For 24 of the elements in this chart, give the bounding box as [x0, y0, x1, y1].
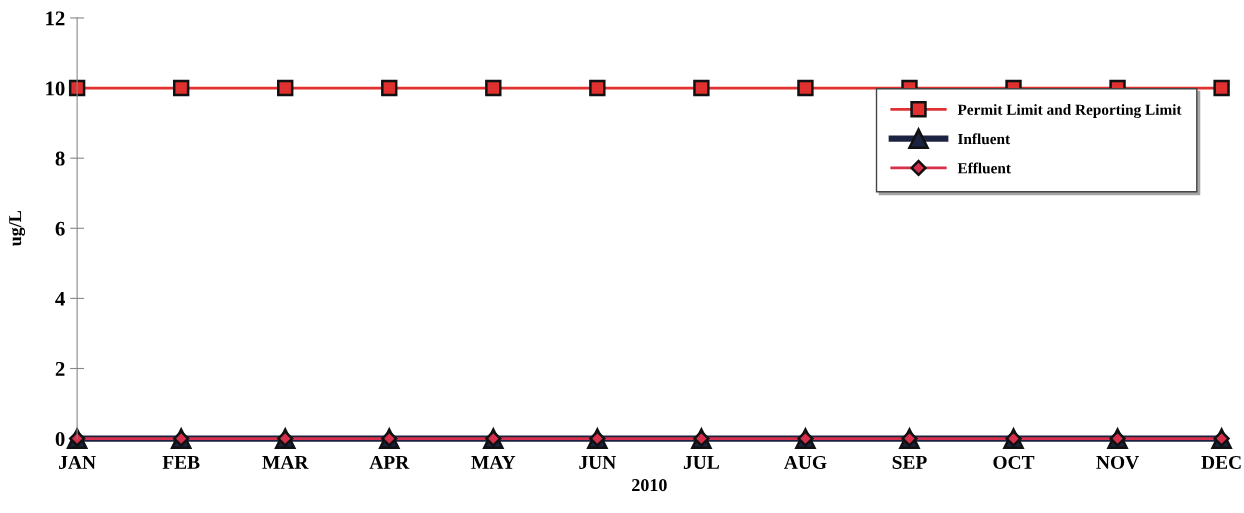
x-tick-label: JAN: [59, 455, 96, 469]
x-tick-label: MAR: [262, 455, 309, 469]
x-tick-label: MAY: [471, 455, 516, 469]
x-tick-label: SEP: [892, 455, 927, 469]
legend-label: Effluent: [957, 162, 1011, 174]
y-tick-label: 2: [55, 361, 65, 376]
y-tick-label: 8: [55, 151, 65, 166]
y-tick-label: 6: [55, 221, 65, 236]
y-tick-label: 10: [46, 81, 65, 96]
x-tick-label: FEB: [162, 456, 200, 469]
x-axis-title: 2010: [632, 478, 667, 492]
x-tick-label: JUN: [579, 456, 616, 469]
y-tick-label: 0: [55, 431, 65, 447]
x-tick-label: APR: [369, 455, 410, 469]
x-tick-label: AUG: [784, 455, 827, 469]
y-axis-title: ug/L: [9, 210, 26, 247]
x-tick-label: OCT: [993, 455, 1035, 469]
x-tick-label: JUL: [683, 456, 719, 469]
x-tick-label: NOV: [1096, 455, 1139, 470]
legend-label: Influent: [958, 133, 1011, 145]
x-tick-label: DEC: [1201, 455, 1241, 469]
y-tick-label: 4: [55, 291, 65, 306]
y-tick-label: 12: [46, 11, 65, 26]
legend-label: Permit Limit and Reporting Limit: [957, 104, 1182, 119]
